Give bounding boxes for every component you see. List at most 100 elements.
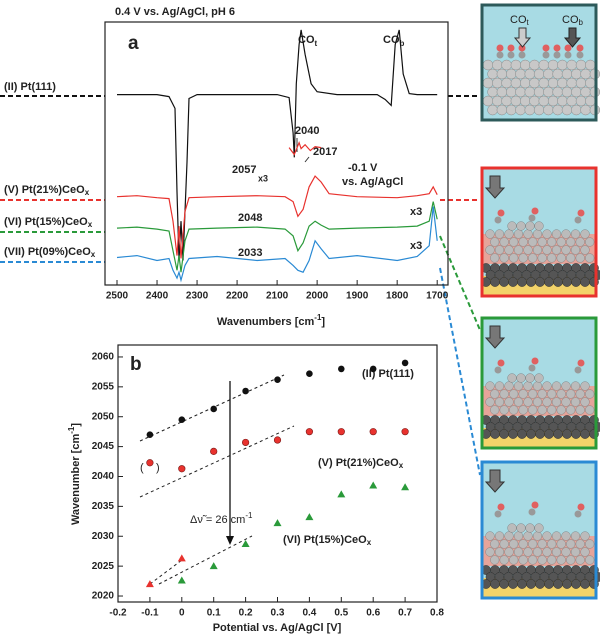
atom <box>571 277 581 287</box>
atom <box>561 104 573 116</box>
atom <box>492 59 503 71</box>
plot-frame <box>104 21 449 286</box>
atom <box>542 44 550 52</box>
paren: ) <box>156 462 160 474</box>
series-label: (VI) Pt(15%)CeOx <box>283 534 372 547</box>
point <box>178 465 186 473</box>
atom <box>533 68 545 80</box>
atom <box>496 104 508 116</box>
atom <box>575 405 585 415</box>
atom <box>534 523 544 533</box>
atom <box>518 237 528 247</box>
x-tick-label: 2100 <box>266 291 289 302</box>
atom <box>533 86 545 98</box>
atom <box>577 209 585 217</box>
atom <box>538 77 550 89</box>
atom <box>504 229 514 239</box>
point <box>401 483 410 491</box>
x-tick-label: 0.7 <box>398 608 412 619</box>
panel-letter: a <box>128 33 139 54</box>
atom <box>574 216 582 224</box>
atom <box>525 221 535 231</box>
atom <box>553 51 561 59</box>
atom <box>485 245 495 255</box>
atom <box>490 277 500 287</box>
atom <box>542 51 550 59</box>
atom <box>580 104 591 116</box>
atom <box>561 547 571 557</box>
atom <box>524 68 536 80</box>
atom <box>571 104 582 116</box>
x-tick-label: 0.6 <box>366 608 380 619</box>
atom <box>564 44 572 52</box>
atom <box>552 68 563 80</box>
x-tick-label: 0.5 <box>334 608 348 619</box>
x-tick-label: 0.3 <box>271 608 285 619</box>
annotation: 2033 <box>238 247 262 259</box>
atom <box>562 429 572 439</box>
point <box>210 447 218 455</box>
atom <box>575 95 587 107</box>
atom <box>504 531 514 541</box>
atom <box>576 51 584 59</box>
atom <box>585 389 595 399</box>
y-axis-label: Wavenumber [cm-1] <box>67 423 82 525</box>
atom <box>529 59 540 71</box>
point <box>369 428 377 436</box>
atom <box>528 214 536 222</box>
atom <box>518 389 528 399</box>
point <box>274 376 281 383</box>
atom <box>518 539 528 549</box>
atom <box>515 86 526 98</box>
atom <box>537 539 547 549</box>
atom <box>580 245 590 255</box>
atom <box>553 429 563 439</box>
atom <box>529 95 540 107</box>
x-axis-label: Wavenumbers [cm-1] <box>217 313 326 328</box>
atom <box>556 539 566 549</box>
paren: ( <box>140 462 144 474</box>
spectrum <box>288 140 322 156</box>
atom <box>497 209 505 217</box>
atom <box>564 51 572 59</box>
point <box>209 562 218 570</box>
atom <box>505 68 517 80</box>
atom <box>504 547 514 557</box>
atom <box>542 531 552 541</box>
y-tick-label: 2030 <box>92 531 115 542</box>
atom <box>494 531 505 541</box>
atom <box>513 531 524 541</box>
y-tick-label: 2025 <box>92 561 115 572</box>
x-tick-label: 0.2 <box>239 608 253 619</box>
atom <box>519 95 531 107</box>
schematic-frame <box>480 3 598 122</box>
atom <box>535 277 545 287</box>
atom <box>574 510 582 518</box>
series-label: (VI) Pt(15%)CeOx <box>4 216 93 229</box>
atom <box>507 221 517 231</box>
point <box>210 405 217 413</box>
atom <box>528 405 538 415</box>
atom <box>508 579 518 589</box>
point <box>337 428 345 436</box>
atom <box>494 245 505 255</box>
atom <box>556 555 566 565</box>
x-tick-label: 0.4 <box>302 608 316 619</box>
spectrum <box>116 206 438 283</box>
atom <box>496 51 504 59</box>
series-label: (II) Pt(111) <box>362 368 414 380</box>
atom <box>542 245 552 255</box>
atom <box>543 104 554 116</box>
atom <box>487 104 498 116</box>
atom <box>516 523 526 533</box>
connectors <box>0 95 481 476</box>
schematic-frame <box>480 460 598 600</box>
annotation: vs. Ag/AgCl <box>342 176 403 188</box>
atom <box>509 389 519 399</box>
arrow <box>484 325 506 349</box>
x-tick-label: 1800 <box>386 291 409 302</box>
point <box>177 554 186 562</box>
atom <box>577 359 585 367</box>
atom <box>526 429 536 439</box>
point <box>401 428 409 436</box>
